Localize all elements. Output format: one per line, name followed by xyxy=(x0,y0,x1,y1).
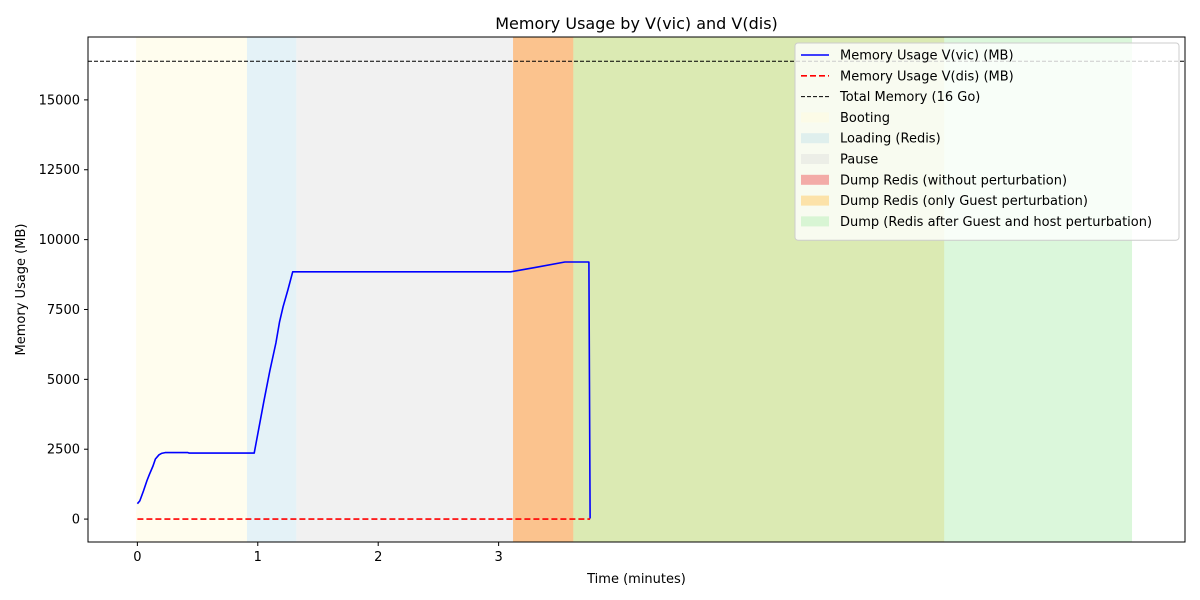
legend-label: Loading (Redis) xyxy=(840,132,941,147)
plot-frame xyxy=(87,36,1186,543)
y-tick-label: 15000 xyxy=(39,93,80,108)
chart-title: Memory Usage by V(vic) and V(dis) xyxy=(495,14,778,33)
region-booting xyxy=(136,37,247,542)
y-tick-label: 12500 xyxy=(39,163,80,178)
x-tick-label: 2 xyxy=(374,550,382,565)
legend-label: Memory Usage V(vic) (MB) xyxy=(840,49,1014,64)
y-tick-label: 10000 xyxy=(39,233,80,248)
legend-label: Total Memory (16 Go) xyxy=(839,90,980,105)
y-tick-label: 5000 xyxy=(47,373,80,388)
legend-patch-pause xyxy=(801,154,829,164)
region-pause xyxy=(296,37,514,542)
legend-patch-booting xyxy=(801,112,829,123)
legend-patch-dump-redis-only-guest-perturbation xyxy=(801,195,829,206)
x-axis-label: Time (minutes) xyxy=(586,572,686,587)
legend-label: Booting xyxy=(840,111,890,126)
legend-patch-loading-redis xyxy=(801,133,829,144)
x-axis-ticks: 0 1 2 3 xyxy=(133,542,503,565)
y-tick-label: 0 xyxy=(72,513,80,528)
legend-label: Dump (Redis after Guest and host perturb… xyxy=(840,215,1152,230)
legend-box xyxy=(794,42,1180,241)
y-tick-label: 7500 xyxy=(47,303,80,318)
legend-label: Pause xyxy=(840,153,878,168)
y-axis-label: Memory Usage (MB) xyxy=(14,224,29,356)
y-axis-ticks: 0 2500 5000 7500 10000 12500 15000 xyxy=(39,93,88,528)
legend-label: Memory Usage V(dis) (MB) xyxy=(840,69,1014,84)
region-loading-redis xyxy=(246,37,297,542)
legend-label: Dump Redis (only Guest perturbation) xyxy=(840,194,1088,209)
x-tick-label: 3 xyxy=(494,550,502,565)
legend-patch-dump-redis-without-perturbation xyxy=(801,174,829,185)
legend-patch-dump-redis-after-guest-and-host-perturbation xyxy=(801,216,829,227)
legend-label: Dump Redis (without perturbation) xyxy=(840,173,1067,188)
legend: Memory Usage V(vic) (MB) Memory Usage V(d… xyxy=(794,42,1180,241)
series-line-memory-usage-v-vic-mb xyxy=(136,261,591,519)
x-tick-label: 1 xyxy=(254,550,262,565)
x-tick-label: 0 xyxy=(133,550,141,565)
y-tick-label: 2500 xyxy=(47,443,80,458)
